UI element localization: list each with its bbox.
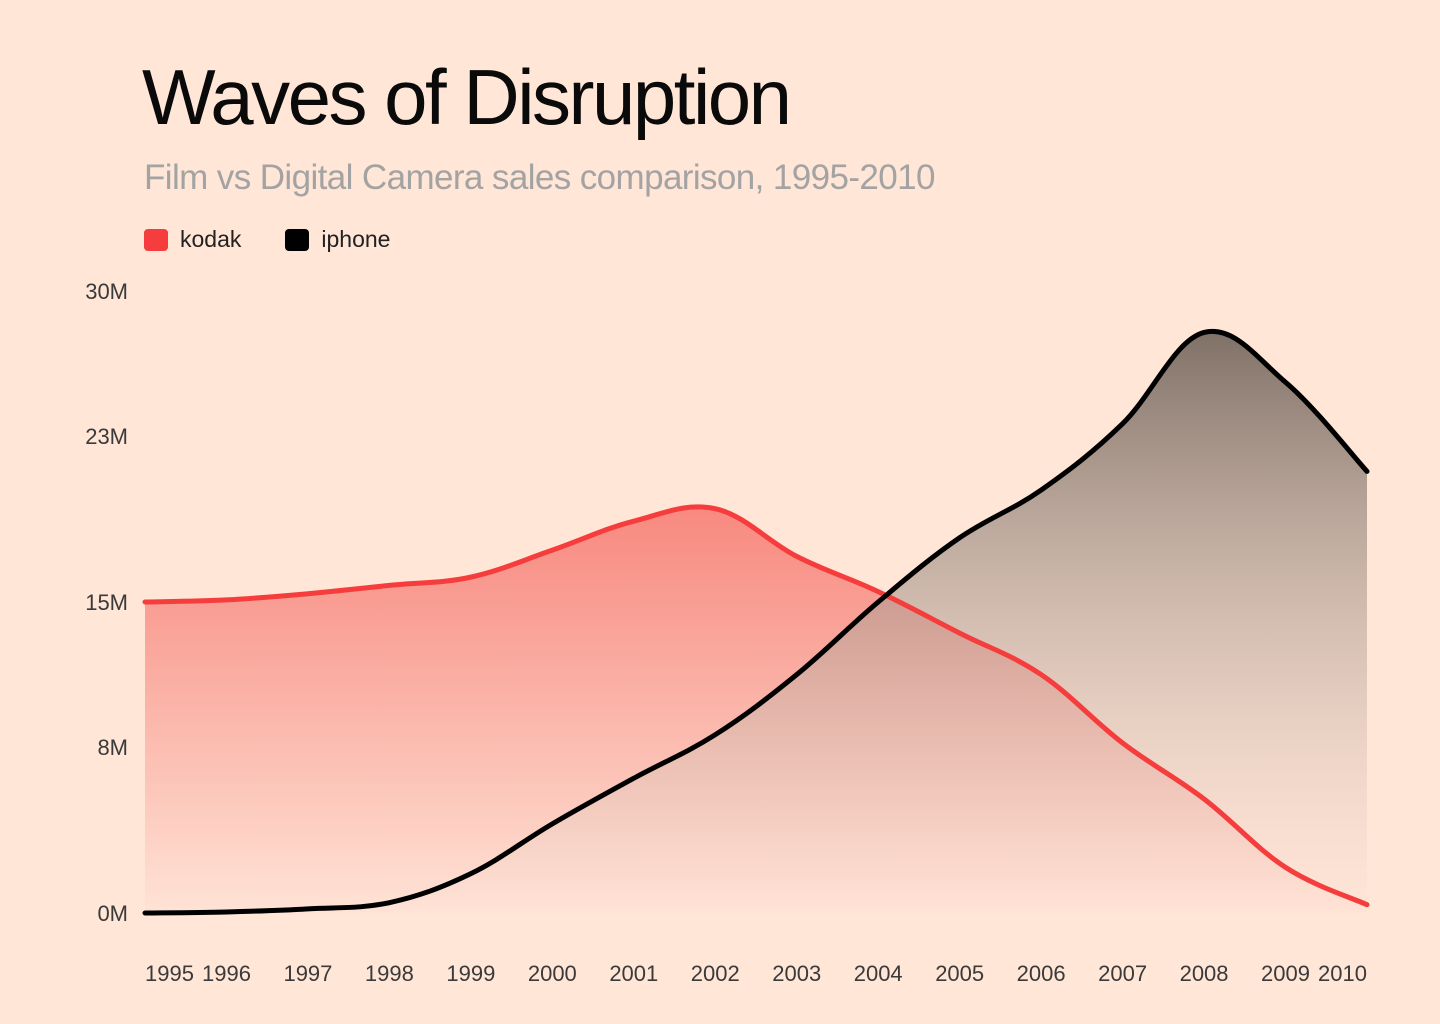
x-tick-label: 1997 bbox=[283, 961, 332, 986]
x-tick-label: 1998 bbox=[365, 961, 414, 986]
x-tick-label: 2010 bbox=[1318, 961, 1367, 986]
x-tick-label: 1999 bbox=[446, 961, 495, 986]
x-tick-label: 2005 bbox=[935, 961, 984, 986]
x-tick-label: 2004 bbox=[854, 961, 903, 986]
x-tick-label: 2007 bbox=[1098, 961, 1147, 986]
y-tick-label: 8M bbox=[97, 735, 128, 760]
x-tick-label: 2006 bbox=[1017, 961, 1066, 986]
series-layer bbox=[142, 328, 1370, 916]
x-tick-label: 2008 bbox=[1180, 961, 1229, 986]
chart-title: Waves of Disruption bbox=[142, 53, 792, 141]
x-tick-label: 1996 bbox=[202, 961, 251, 986]
line-kodak[interactable] bbox=[142, 504, 1370, 908]
y-tick-label: 30M bbox=[85, 279, 128, 304]
x-tick-label: 2000 bbox=[528, 961, 577, 986]
x-tick-label: 1995 bbox=[145, 961, 194, 986]
legend-swatch-iphone bbox=[285, 228, 310, 251]
y-tick-label: 23M bbox=[85, 424, 128, 449]
line-iphone[interactable] bbox=[142, 328, 1370, 916]
y-tick-label: 15M bbox=[85, 590, 128, 615]
y-tick-label: 0M bbox=[97, 901, 128, 926]
legend-item-iphone[interactable]: iphone bbox=[285, 226, 390, 253]
x-tick-label: 2009 bbox=[1261, 961, 1310, 986]
chart-subtitle: Film vs Digital Camera sales comparison,… bbox=[144, 158, 936, 197]
x-tick-label: 2002 bbox=[691, 961, 740, 986]
legend-item-kodak[interactable]: kodak bbox=[144, 226, 241, 253]
legend-swatch-kodak bbox=[144, 228, 168, 251]
legend: kodak iphone bbox=[144, 226, 390, 253]
legend-label-kodak: kodak bbox=[180, 226, 242, 252]
x-axis: 1995 1996 1997 1998 1999 2000 2001 2002 2003 2004… bbox=[145, 961, 1367, 986]
legend-label-iphone: iphone bbox=[321, 226, 391, 252]
y-axis: 0M 8M 15M 23M 30M bbox=[85, 279, 128, 926]
x-tick-label: 2003 bbox=[772, 961, 821, 986]
x-tick-label: 2001 bbox=[609, 961, 658, 986]
